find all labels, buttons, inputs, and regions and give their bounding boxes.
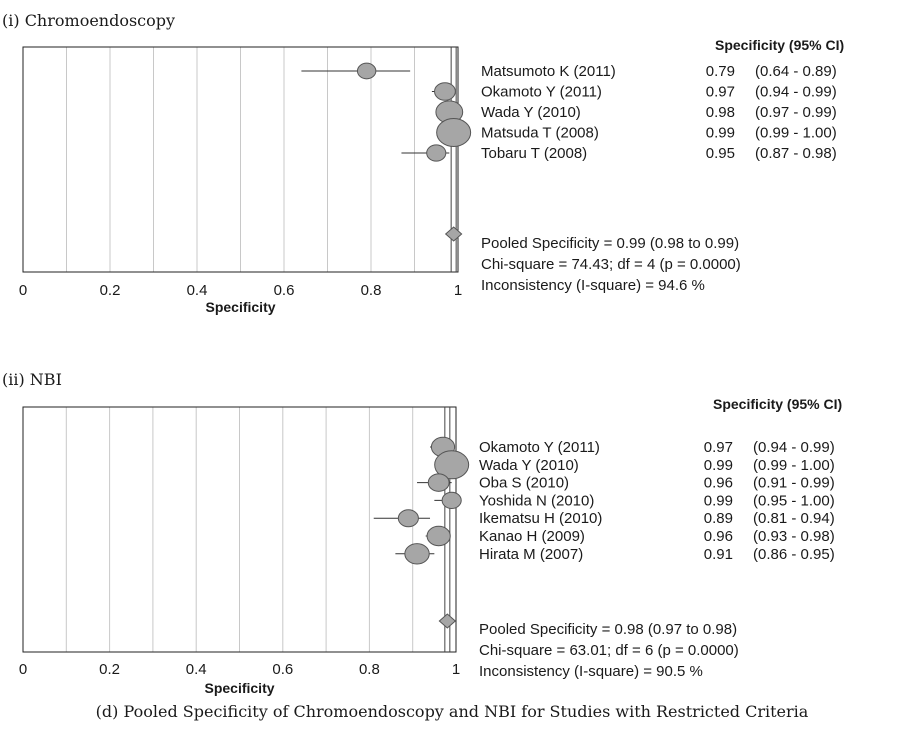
tick-label: 0.2: [100, 282, 121, 299]
summary-text: Inconsistency (I-square) = 94.6 %: [481, 277, 705, 294]
study-label: Okamoto Y (2011): [479, 439, 600, 456]
summary-text: Pooled Specificity = 0.98 (0.97 to 0.98): [479, 621, 737, 638]
figure-caption: (d) Pooled Specificity of Chromoendoscop…: [96, 702, 809, 721]
tick-label: 0.6: [274, 282, 295, 299]
study-marker: [441, 491, 462, 510]
study-marker: [434, 450, 470, 480]
study-label: Ikematsu H (2010): [479, 510, 602, 527]
study-value: 0.98: [706, 104, 735, 121]
study-value: 0.96: [704, 528, 733, 545]
summary-text: Inconsistency (I-square) = 90.5 %: [479, 663, 703, 680]
tick-label: 0.4: [186, 661, 207, 678]
forest-panel-1: (i) Chromoendoscopy Specificity (95% CI) M…: [2, 11, 844, 315]
plot-frame: [22, 406, 457, 653]
study-ci: (0.81 - 0.94): [753, 510, 835, 527]
tick-label: 0.4: [187, 282, 208, 299]
tick-label: 0: [19, 282, 27, 299]
study-label: Matsuda T (2008): [481, 125, 599, 142]
study-ci: (0.93 - 0.98): [753, 528, 835, 545]
tick-label: 0.8: [361, 282, 382, 299]
study-value: 0.99: [704, 492, 733, 509]
study-ci: (0.94 - 0.99): [753, 439, 835, 456]
study-marker: [436, 118, 472, 147]
column-header: Specificity (95% CI): [713, 396, 842, 412]
study-value: 0.99: [706, 125, 735, 142]
forest-panel-2: (ii) NBI Specificity (95% CI) Okamoto Y (2…: [2, 370, 842, 696]
study-value: 0.97: [706, 84, 735, 101]
study-marker: [397, 509, 419, 528]
study-label: Oba S (2010): [479, 475, 569, 492]
study-value: 0.79: [706, 63, 735, 80]
summary-text: Pooled Specificity = 0.99 (0.98 to 0.99): [481, 235, 739, 252]
study-label: Matsumoto K (2011): [481, 63, 616, 80]
study-value: 0.99: [704, 457, 733, 474]
summary-text: Chi-square = 74.43; df = 4 (p = 0.0000): [481, 256, 741, 273]
study-label: Okamoto Y (2011): [481, 84, 602, 101]
tick-label: 0.8: [359, 661, 380, 678]
study-marker: [356, 62, 377, 80]
study-value: 0.96: [704, 475, 733, 492]
tick-label: 0: [19, 661, 27, 678]
pooled-diamond: [438, 613, 457, 629]
study-ci: (0.64 - 0.89): [755, 63, 837, 80]
study-marker: [427, 473, 450, 492]
tick-label: 0.6: [272, 661, 293, 678]
study-value: 0.89: [704, 510, 733, 527]
study-label: Tobaru T (2008): [481, 145, 587, 162]
pooled-diamond: [444, 226, 463, 242]
panel-title: (i) Chromoendoscopy: [2, 11, 175, 30]
study-ci: (0.95 - 1.00): [753, 492, 835, 509]
panel-title: (ii) NBI: [2, 370, 62, 389]
study-label: Wada Y (2010): [479, 457, 579, 474]
study-label: Wada Y (2010): [481, 104, 581, 121]
study-marker: [426, 525, 451, 547]
column-header: Specificity (95% CI): [715, 37, 844, 53]
study-value: 0.95: [706, 145, 735, 162]
study-label: Hirata M (2007): [479, 546, 583, 563]
study-ci: (0.91 - 0.99): [753, 475, 835, 492]
study-label: Yoshida N (2010): [479, 492, 594, 509]
study-ci: (0.99 - 1.00): [755, 125, 837, 142]
study-marker: [404, 543, 430, 565]
x-axis-label: Specificity: [205, 299, 275, 315]
study-ci: (0.99 - 1.00): [753, 457, 835, 474]
study-label: Kanao H (2009): [479, 528, 585, 545]
study-ci: (0.97 - 0.99): [755, 104, 837, 121]
study-ci: (0.94 - 0.99): [755, 84, 837, 101]
study-value: 0.91: [704, 546, 733, 563]
study-value: 0.97: [704, 439, 733, 456]
tick-label: 1: [454, 282, 462, 299]
tick-label: 0.2: [99, 661, 120, 678]
x-axis-label: Specificity: [204, 680, 274, 696]
plot-frame: [22, 46, 459, 273]
tick-label: 1: [452, 661, 460, 678]
study-ci: (0.87 - 0.98): [755, 145, 837, 162]
study-marker: [434, 82, 456, 101]
summary-text: Chi-square = 63.01; df = 6 (p = 0.0000): [479, 642, 739, 659]
study-ci: (0.86 - 0.95): [753, 546, 835, 563]
study-marker: [426, 144, 447, 162]
